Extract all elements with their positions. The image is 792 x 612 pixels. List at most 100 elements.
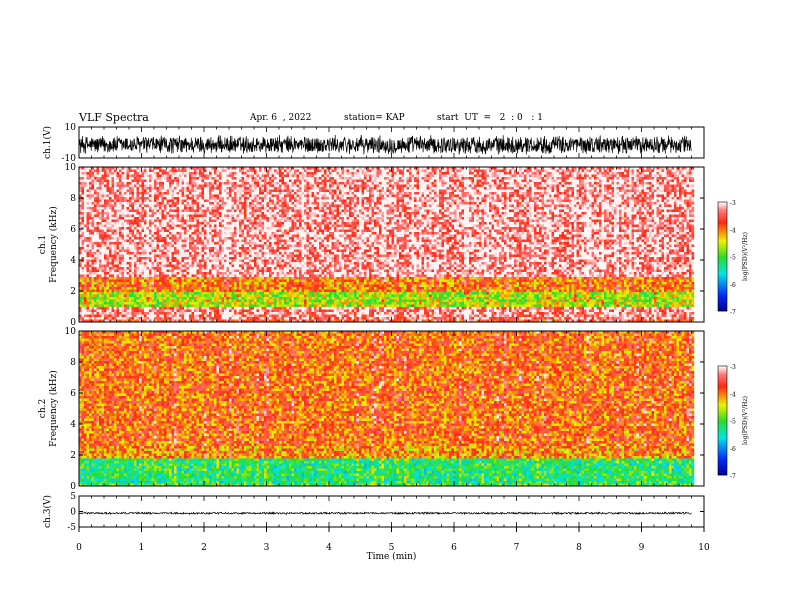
spectrogram-cell (221, 214, 225, 218)
spectrogram-cell (271, 294, 275, 298)
spectrogram-cell (221, 227, 225, 230)
spectrogram-cell (254, 314, 257, 318)
spectrogram-cell (89, 234, 92, 238)
spectrogram-cell (111, 292, 115, 295)
spectrogram-cell (101, 182, 105, 185)
spectrogram-cell (194, 264, 197, 268)
spectrogram-cell (146, 252, 150, 255)
spectrogram-cell (256, 307, 260, 310)
spectrogram-cell (109, 219, 112, 223)
spectrogram-cell (134, 224, 137, 228)
spectrogram-cell (121, 279, 125, 283)
spectrogram-cell (234, 194, 237, 198)
spectrogram-cell (224, 212, 227, 215)
spectrogram-cell (156, 172, 160, 175)
spectrogram-cell (164, 259, 167, 263)
spectrogram-cell (236, 312, 240, 315)
spectrogram-cell (204, 207, 207, 210)
spectrogram-cell (159, 292, 162, 295)
spectrogram-cell (109, 264, 112, 268)
spectrogram-cell (189, 289, 192, 293)
spectrogram-cell (244, 277, 247, 280)
spectrogram-cell (106, 169, 110, 173)
spectrogram-cell (184, 252, 187, 255)
spectrogram-cell (106, 282, 110, 285)
spectrogram-cell (236, 204, 240, 208)
spectrogram-cell (99, 197, 102, 200)
spectrogram-cell (229, 174, 232, 178)
spectrogram-cell (176, 179, 180, 183)
spectrogram-cell (134, 307, 137, 310)
spectrogram-cell (119, 169, 122, 173)
spectrogram-cell (159, 194, 162, 198)
spectrogram-cell (171, 309, 175, 313)
spectrogram-cell (154, 312, 157, 315)
spectrogram-cell (269, 254, 272, 258)
spectrogram-cell (186, 232, 190, 235)
spectrogram-cell (166, 307, 170, 310)
spectrogram-cell (226, 217, 230, 220)
spectrogram-cell (244, 227, 247, 230)
spectrogram-cell (94, 279, 97, 283)
spectrogram-cell (251, 292, 255, 295)
spectrogram-cell (159, 167, 162, 170)
spectrogram-cell (201, 259, 205, 263)
spectrogram-cell (86, 234, 90, 238)
spectrogram-cell (266, 282, 270, 285)
spectrogram-cell (164, 282, 167, 285)
spectrogram-cell (84, 172, 87, 175)
spectrogram-cell (221, 252, 225, 255)
spectrogram-cell (171, 297, 175, 300)
spectrogram-cell (206, 197, 210, 200)
spectrogram-cell (131, 312, 135, 315)
spectrogram-cell (229, 182, 232, 185)
spectrogram-cell (124, 252, 127, 255)
spectrogram-cell (266, 257, 270, 260)
spectrogram-cell (91, 187, 95, 190)
spectrogram-cell (154, 307, 157, 310)
spectrogram-cell (239, 232, 242, 235)
spectrogram-cell (134, 174, 137, 178)
spectrogram-cell (191, 229, 195, 233)
spectrogram-cell (179, 247, 182, 250)
spectrogram-cell (269, 257, 272, 260)
spectrogram-cell (261, 197, 265, 200)
spectrogram-cell (136, 229, 140, 233)
spectrogram-cell (251, 302, 255, 305)
spectrogram-cell (271, 202, 275, 205)
spectrogram-cell (106, 314, 110, 318)
spectrogram-cell (134, 292, 137, 295)
spectrogram-cell (181, 277, 185, 280)
spectrogram-cell (136, 167, 140, 170)
spectrogram-cell (211, 192, 215, 195)
spectrogram-cell (91, 212, 95, 215)
spectrogram-cell (239, 289, 242, 293)
spectrogram-cell (114, 254, 117, 258)
spectrogram-cell (234, 274, 237, 278)
spectrogram-cell (144, 292, 147, 295)
spectrogram-cell (251, 207, 255, 210)
spectrogram-cell (139, 282, 142, 285)
spectrogram-cell (184, 277, 187, 280)
spectrogram-cell (129, 199, 132, 203)
spectrogram-cell (254, 284, 257, 288)
spectrogram-cell (266, 307, 270, 310)
spectrogram-cell (236, 309, 240, 313)
spectrogram-cell (84, 207, 87, 210)
spectrogram-cell (164, 297, 167, 300)
spectrogram-cell (169, 254, 172, 258)
spectrogram-cell (176, 237, 180, 240)
spectrogram-cell (96, 259, 100, 263)
spectrogram-cell (231, 242, 235, 245)
spectrogram-cell (174, 179, 177, 183)
spectrogram-cell (189, 232, 192, 235)
spectrogram-cell (264, 257, 267, 260)
spectrogram-cell (226, 229, 230, 233)
spectrogram-cell (81, 274, 85, 278)
spectrogram-cell (171, 209, 175, 213)
spectrogram-cell (266, 267, 270, 270)
spectrogram-cell (91, 189, 95, 193)
spectrogram-cell (214, 252, 217, 255)
spectrogram-cell (226, 192, 230, 195)
spectrogram-cell (264, 282, 267, 285)
